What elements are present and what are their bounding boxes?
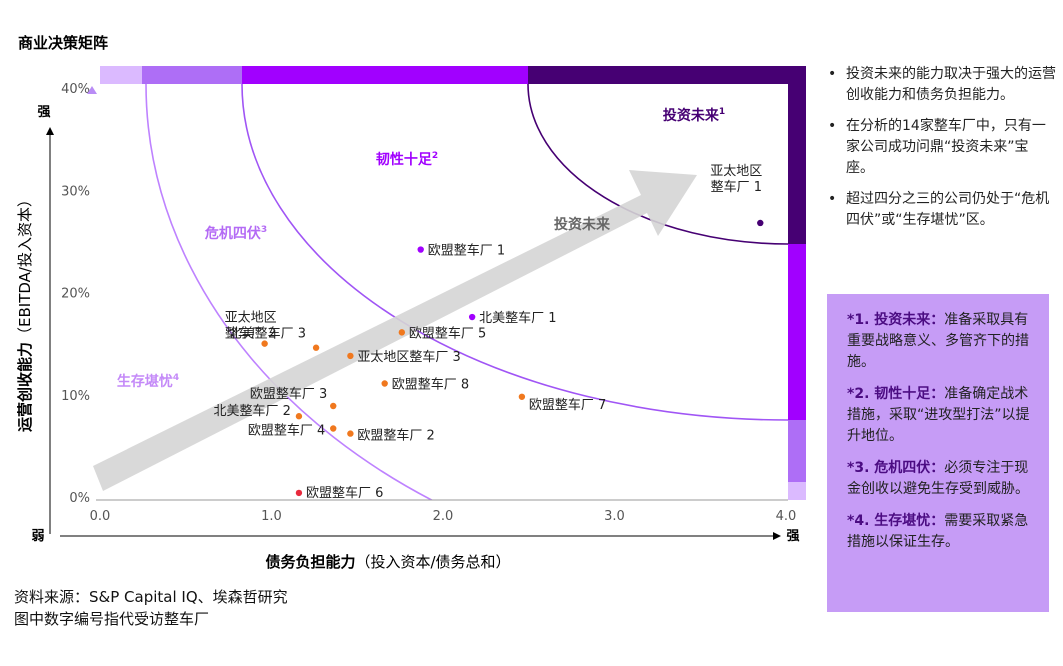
zone-definitions: *1. 投资未来：准备采取具有重要战略意义、多管齐下的措施。 *2. 韧性十足：… — [827, 294, 1049, 612]
source-note: 资料来源：S&P Capital IQ、埃森哲研究 图中数字编号指代受访整车厂 — [14, 588, 288, 628]
data-point — [518, 393, 526, 400]
zone-label: 投资未来1 — [663, 107, 725, 124]
axis-weak-label: 弱 — [31, 528, 44, 544]
insight-item: • 在分析的14家整车厂中，只有一家公司成功问鼎“投资未来”宝座。 — [828, 118, 1046, 176]
boundary-invest-future — [527, 83, 789, 245]
point-label: 北美整车厂 3 — [229, 326, 306, 342]
point-label: 亚太地区整车厂 3 — [357, 349, 460, 365]
point-label: 亚太地区整车厂 2 — [225, 311, 277, 342]
x-tick-label: 3.0 — [604, 509, 625, 524]
point-label: 欧盟整车厂 4 — [248, 422, 325, 438]
y-tick-label: 0% — [69, 491, 90, 506]
definition-crisis: *3. 危机四伏：必须专注于现金创收以避免生存受到威胁。 — [847, 460, 1029, 497]
x-tick-label: 0.0 — [90, 509, 111, 524]
data-point — [312, 344, 320, 351]
y-tick-label: 40% — [61, 82, 90, 97]
x-axis-title: 债务负担能力（投入资本/债务总和） — [265, 553, 510, 571]
point-label: 欧盟整车厂 8 — [392, 377, 469, 393]
data-point — [468, 313, 476, 321]
data-point — [757, 219, 764, 227]
point-label: 亚太地区整车厂 1 — [710, 164, 762, 195]
axes: 0%10%20%30%40%0.0 1.0 2.0 3.0 4.0弱强强债务负担能力（投… — [16, 82, 800, 571]
y-axis-strong-label: 强 — [37, 105, 50, 120]
point-label: 欧盟整车厂 1 — [428, 243, 505, 259]
definition-invest-future: *1. 投资未来：准备采取具有重要战略意义、多管齐下的措施。 — [847, 312, 1029, 370]
x-axis-strong-label: 强 — [786, 529, 799, 544]
right-band-invest — [788, 66, 806, 244]
y-tick-label: 20% — [61, 287, 90, 302]
point-label: 欧盟整车厂 6 — [306, 485, 383, 501]
zone-labels: 投资未来1 韧性十足2 危机四伏3 生存堪忧4 — [117, 107, 725, 390]
point-label: 北美整车厂 2 — [214, 403, 291, 419]
data-point — [295, 413, 303, 420]
zone-bands — [100, 66, 806, 500]
zone-label: 韧性十足2 — [376, 151, 438, 168]
right-band-survival — [788, 482, 806, 500]
data-point — [330, 402, 337, 410]
x-tick-label: 1.0 — [261, 509, 282, 524]
top-band-crisis — [142, 66, 242, 84]
data-point — [381, 380, 388, 387]
definition-resilient: *2. 韧性十足：准备确定战术措施，采取“进攻型打法”以提升地位。 — [847, 386, 1030, 444]
data-point — [261, 340, 268, 347]
data-point — [417, 246, 424, 253]
data-point — [347, 430, 354, 437]
point-label: 北美整车厂 1 — [479, 310, 556, 326]
insight-item: • 超过四分之三的公司仍处于“危机四伏”或“生存堪忧”区。 — [828, 191, 1050, 228]
point-label: 欧盟整车厂 7 — [529, 397, 606, 413]
y-axis-title: 运营创收能力（EBITDA/投入资本） — [16, 192, 34, 432]
boundary-survival — [145, 83, 434, 500]
data-point — [295, 489, 303, 497]
insight-item: • 投资未来的能力取决于强大的运营创收能力和债务负担能力。 — [828, 66, 1056, 103]
arrow-label: 投资未来 — [554, 216, 611, 233]
top-band-invest — [528, 66, 788, 84]
y-top-marker — [87, 86, 97, 94]
arrow-shape — [93, 170, 697, 491]
data-point — [330, 425, 337, 432]
y-tick-label: 30% — [61, 184, 90, 199]
data-point — [347, 352, 354, 360]
top-band-survival — [100, 66, 142, 84]
definition-survival: *4. 生存堪忧：需要采取紧急措施以保证生存。 — [847, 513, 1029, 550]
page-title: 商业决策矩阵 — [18, 34, 109, 52]
y-tick-label: 10% — [61, 389, 90, 404]
point-label: 欧盟整车厂 3 — [250, 386, 327, 402]
point-label: 欧盟整车厂 2 — [357, 428, 434, 444]
x-tick-label: 2.0 — [433, 509, 454, 524]
x-tick-label: 4.0 — [776, 509, 797, 524]
top-band-resilient — [242, 66, 528, 84]
right-band-resilient — [788, 244, 806, 420]
insight-list: • 投资未来的能力取决于强大的运营创收能力和债务负担能力。 • 在分析的14家整车厂… — [826, 64, 1056, 241]
right-band-crisis — [788, 420, 806, 482]
zone-label: 危机四伏3 — [204, 225, 267, 242]
point-label: 欧盟整车厂 5 — [409, 325, 486, 341]
data-point — [398, 329, 406, 336]
zone-label: 生存堪忧4 — [117, 373, 179, 390]
invest-future-arrow: 投资未来 — [93, 170, 697, 491]
